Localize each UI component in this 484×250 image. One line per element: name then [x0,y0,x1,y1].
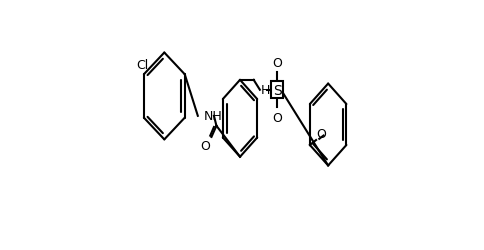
Text: S: S [272,84,281,97]
Text: O: O [272,112,282,124]
Text: O: O [200,140,210,153]
Text: NH: NH [204,110,222,123]
Text: O: O [272,56,282,69]
Text: Cl: Cl [136,58,149,71]
Text: O: O [316,127,326,140]
Text: HN: HN [260,84,279,97]
